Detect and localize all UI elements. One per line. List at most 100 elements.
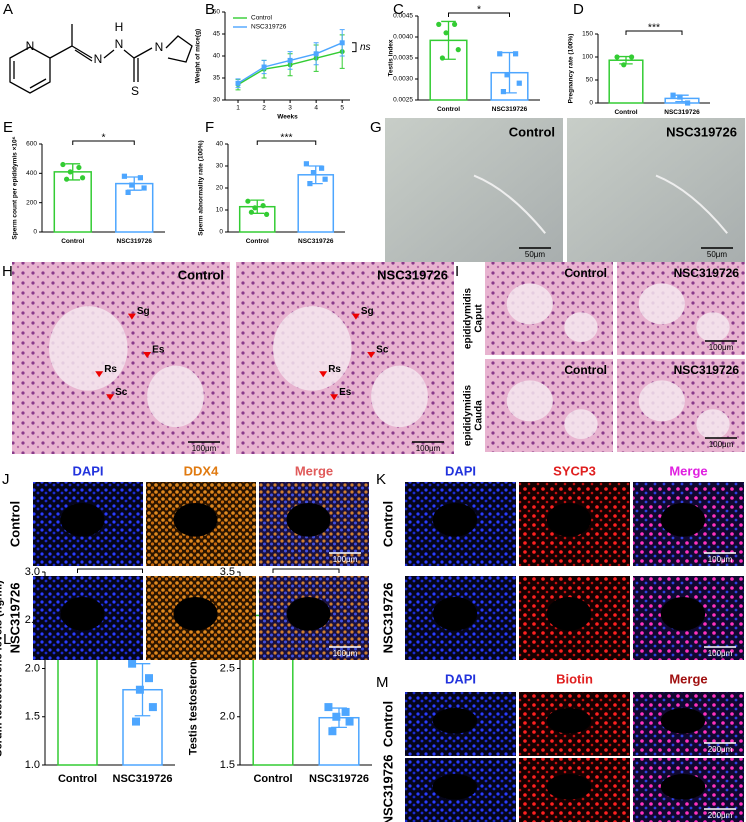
cell-marker-label: Es (339, 387, 352, 398)
data-point (443, 30, 449, 36)
y-axis-label: Serum testosterone levels (ng/ml) (0, 580, 5, 757)
y-axis-label: Pregnancy rate (100%) (567, 34, 574, 104)
data-point (516, 80, 522, 86)
legend-label: Control (251, 15, 273, 22)
atom: S (131, 84, 139, 98)
y-tick-label: 100 (582, 54, 593, 61)
y-tick-label: 50 (213, 9, 221, 16)
row-label: Control (380, 701, 395, 747)
y-tick-label: 150 (582, 31, 593, 38)
x-tick-label: 3 (288, 105, 292, 112)
significance-label: * (477, 5, 481, 16)
lumen (564, 409, 598, 439)
lumen (286, 503, 331, 537)
data-point (307, 181, 313, 187)
atom: N (155, 40, 164, 54)
column-header: SYCP3 (553, 463, 596, 478)
y-tick-label: 20 (216, 185, 224, 192)
lumen (432, 774, 478, 800)
y-tick-label: 600 (26, 141, 37, 148)
cell-marker-label: Sg (137, 306, 150, 317)
row-label: NSC319726 (380, 755, 395, 822)
y-tick-label: 30 (216, 163, 224, 170)
structure (9, 24, 193, 94)
lumen (173, 597, 218, 631)
image-caption: Control (564, 266, 607, 280)
x-tick-label: 4 (314, 105, 318, 112)
image-caption: Control (564, 363, 607, 377)
data-point (452, 21, 458, 27)
lumen (432, 597, 478, 631)
scale-label: 100μm (333, 649, 358, 658)
cell-marker (127, 313, 136, 320)
row-label: Caput (474, 304, 485, 333)
bar (53, 171, 92, 233)
lumen (660, 708, 706, 734)
data-point (79, 175, 86, 181)
data-point (303, 161, 309, 167)
scale-label: 100μm (416, 444, 441, 453)
data-point (248, 209, 254, 215)
lumen (371, 365, 428, 428)
image-caption: NSC319726 (674, 363, 740, 377)
y-tick-label: 2.0 (25, 662, 40, 674)
data-point (670, 92, 676, 98)
data-point (319, 165, 325, 171)
panel-letter: A (3, 1, 13, 18)
significance-bracket (448, 12, 510, 17)
y-tick-label: 3.5 (220, 566, 235, 578)
cell-marker (330, 394, 339, 401)
significance-bracket (352, 42, 357, 53)
significance-label: * (101, 133, 105, 144)
y-axis-label: Testis index (387, 39, 394, 76)
column-header: DAPI (72, 463, 103, 478)
bar (608, 59, 644, 104)
y-tick-label: 0.0030 (393, 76, 413, 83)
scale-label: 100μm (333, 555, 358, 564)
column-header: DAPI (445, 671, 476, 686)
y-axis-label: Weight of mice(g) (194, 29, 201, 83)
data-point (322, 176, 328, 182)
panel-letter: K (376, 471, 386, 488)
bar (115, 182, 154, 233)
x-tick-label: NSC319726 (664, 109, 700, 116)
y-tick-label: 40 (213, 53, 221, 60)
y-tick-label: 1.0 (25, 759, 40, 771)
y-axis-label: Sperm abnormality rate (100%) (197, 140, 204, 235)
data-point (497, 51, 503, 57)
bonds (9, 24, 193, 94)
column-header: Merge (669, 671, 707, 686)
column-header: DDX4 (184, 463, 219, 478)
lumen (546, 708, 592, 734)
panel-letter: L (3, 631, 11, 648)
y-tick-label: 0.0035 (393, 55, 413, 62)
data-point (64, 176, 70, 182)
lumen (432, 503, 478, 537)
lumen (696, 409, 730, 439)
atom: N (94, 52, 103, 66)
data-point (264, 211, 270, 217)
sperm-tail (473, 174, 546, 234)
panel-letter: G (370, 119, 382, 136)
data-point (685, 100, 691, 106)
y-tick-label: 2.0 (220, 711, 235, 723)
column-header: Merge (669, 463, 707, 478)
data-point (504, 72, 510, 78)
panel-letter: C (393, 1, 404, 18)
panel-letter: I (455, 263, 459, 280)
cell-marker-label: Sc (376, 345, 389, 356)
image-caption: NSC319726 (377, 267, 448, 282)
panel-letter: B (205, 1, 215, 18)
cell-marker-label: Sg (361, 306, 374, 317)
y-tick-label: 3.0 (25, 566, 40, 578)
image-caption: Control (509, 124, 555, 139)
row-label: Control (380, 501, 395, 547)
cell-marker (367, 352, 376, 358)
lumen (546, 774, 592, 800)
significance-bracket (272, 568, 340, 573)
lumen (564, 312, 598, 342)
data-point (439, 55, 445, 61)
data-point (324, 703, 333, 712)
x-axis-label: Weeks (277, 114, 298, 121)
